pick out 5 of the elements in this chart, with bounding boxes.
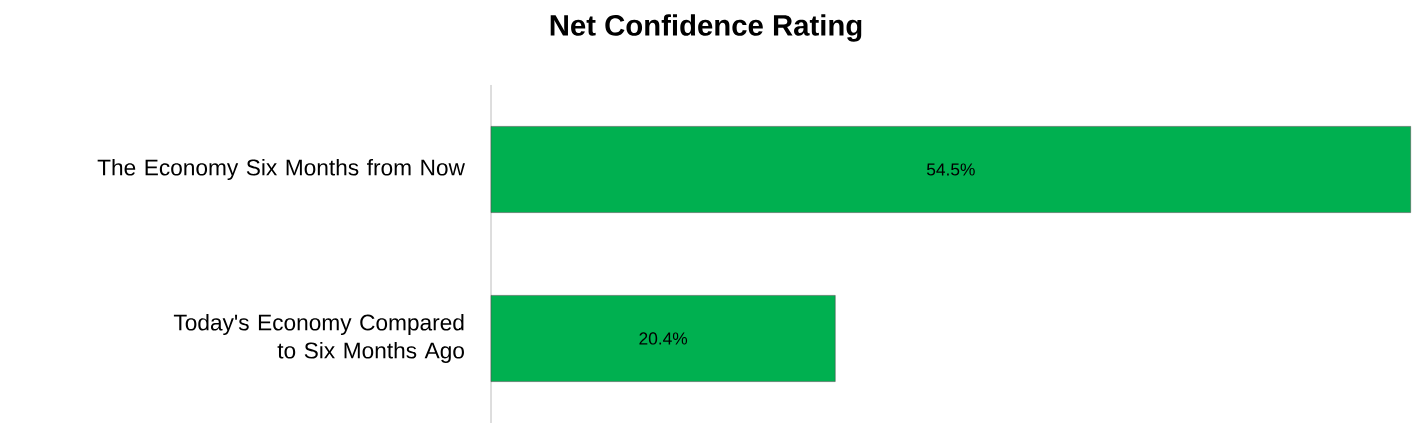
data-label: 20.4% xyxy=(639,332,688,345)
chart-title: Net Confidence Rating xyxy=(550,14,862,42)
data-label: 54.5% xyxy=(926,163,975,176)
y-tick-label: Today's Economy Compared to Six Months Ago xyxy=(173,313,464,363)
y-tick-label: The Economy Six Months from Now xyxy=(97,158,465,180)
